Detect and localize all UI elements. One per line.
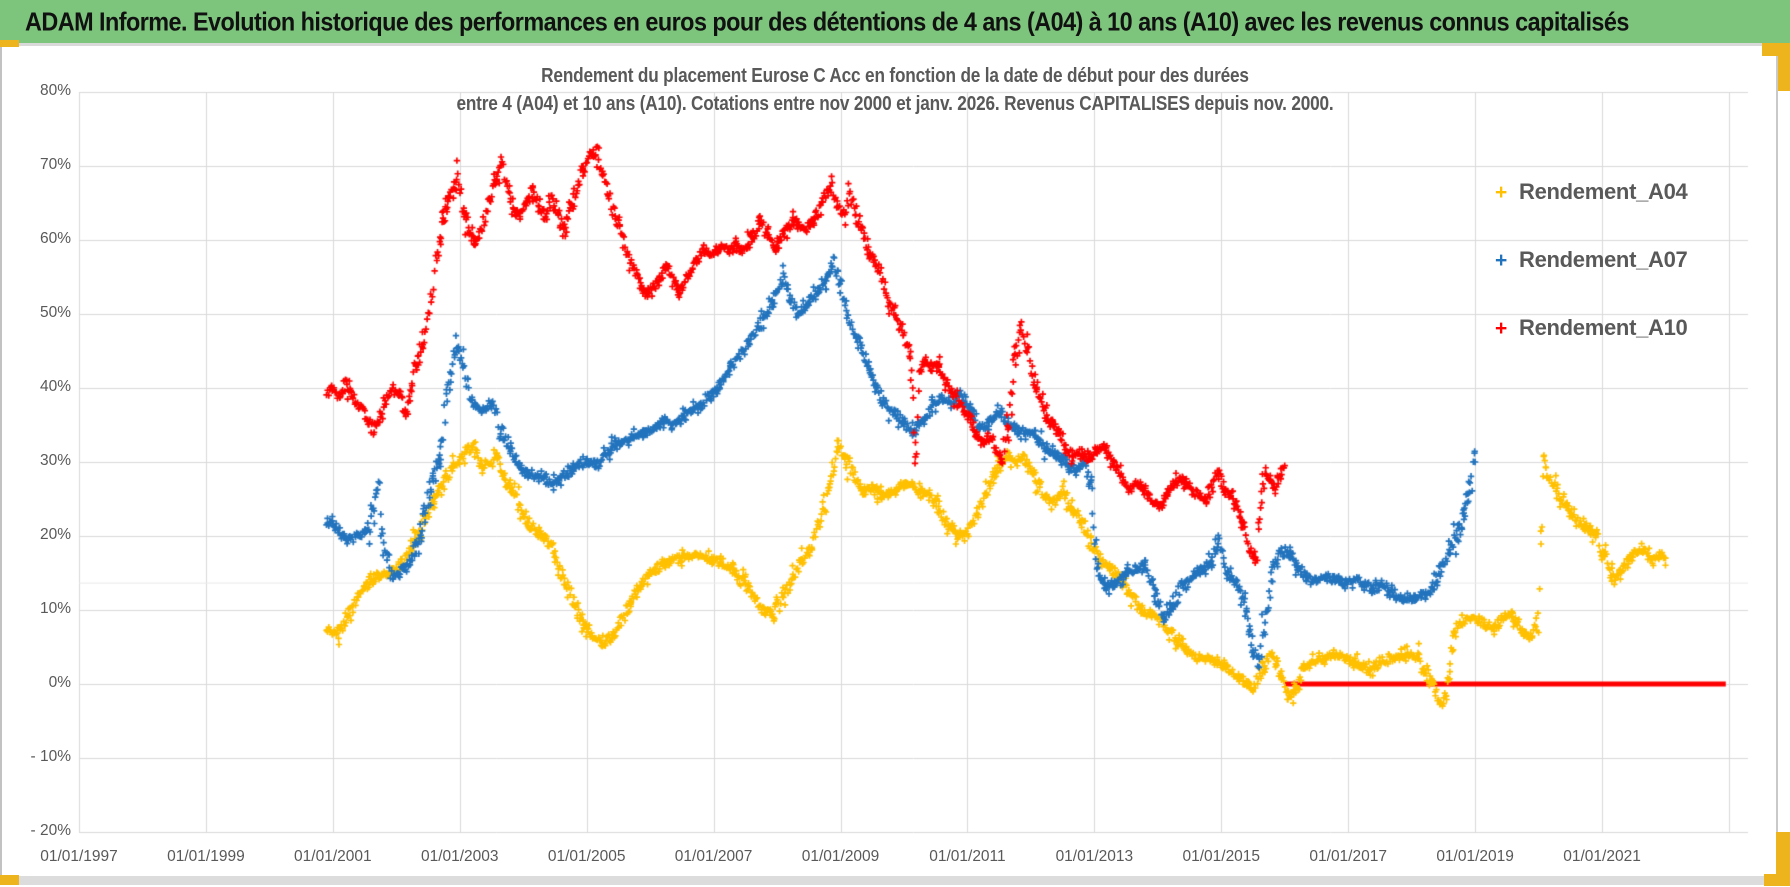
x-tick-label: 01/01/2007	[674, 848, 753, 865]
legend-label-a10: Rendement_A10	[1519, 315, 1688, 340]
plus-marker-icon: +	[1495, 316, 1508, 340]
x-tick-label: 01/01/2015	[1182, 848, 1261, 865]
corner-accent-top-left	[0, 40, 19, 47]
page-title: ADAM Informe. Evolution historique des p…	[25, 6, 1629, 36]
x-tick-label: 01/01/2001	[294, 848, 372, 865]
x-tick-label: 01/01/2019	[1436, 848, 1514, 865]
chart-title-line2: entre 4 (A04) et 10 ans (A10). Cotations…	[456, 93, 1334, 115]
x-tick-label: 01/01/2009	[801, 848, 880, 865]
panel-border-right	[1776, 46, 1778, 876]
corner-accent-bottom-right-v	[1776, 832, 1790, 880]
x-tick-label: 01/01/2013	[1055, 848, 1134, 865]
legend-label-a04: Rendement_A04	[1519, 179, 1688, 204]
corner-accent-bottom-right-h	[1764, 874, 1790, 886]
chart-title: Rendement du placement Eurose C Acc en f…	[0, 62, 1790, 118]
legend-item-rendement-a04[interactable]: + Rendement_A04	[1495, 175, 1688, 209]
y-tick-label: 70%	[39, 156, 71, 173]
legend-label-a07: Rendement_A07	[1519, 247, 1688, 272]
legend-item-rendement-a10[interactable]: + Rendement_A10	[1495, 311, 1688, 345]
y-tick-label: 20%	[39, 526, 71, 543]
x-tick-label: 01/01/2011	[929, 848, 1006, 865]
x-tick-label: 01/01/1999	[167, 848, 245, 865]
legend-item-rendement-a07[interactable]: + Rendement_A07	[1495, 243, 1688, 277]
corner-accent-bottom-left	[0, 875, 19, 885]
panel-bottom-strip	[0, 876, 1790, 885]
y-tick-label: 0%	[48, 674, 71, 691]
y-tick-label: 60%	[39, 230, 71, 247]
x-tick-label: 01/01/2021	[1563, 848, 1641, 865]
y-tick-label: 10%	[39, 600, 71, 617]
y-tick-label: 80%	[39, 82, 71, 99]
y-tick-label: 40%	[39, 378, 71, 395]
x-tick-label: 01/01/2003	[420, 848, 499, 865]
y-tick-label: 50%	[39, 304, 71, 321]
y-tick-label: - 20%	[30, 822, 72, 839]
plus-marker-icon: +	[1495, 248, 1508, 272]
plus-marker-icon: +	[1495, 180, 1508, 204]
corner-accent-top-right-v	[1778, 43, 1790, 91]
chart-title-line1: Rendement du placement Eurose C Acc en f…	[541, 65, 1249, 87]
x-tick-label: 01/01/2017	[1309, 848, 1387, 865]
x-tick-label: 01/01/1997	[40, 848, 118, 865]
x-tick-label: 01/01/2005	[547, 848, 626, 865]
header-bar: ADAM Informe. Evolution historique des p…	[0, 0, 1790, 43]
header-separator	[0, 43, 1790, 46]
y-tick-label: 30%	[39, 452, 71, 469]
panel-border-left	[0, 45, 2, 877]
y-tick-label: - 10%	[30, 748, 72, 765]
